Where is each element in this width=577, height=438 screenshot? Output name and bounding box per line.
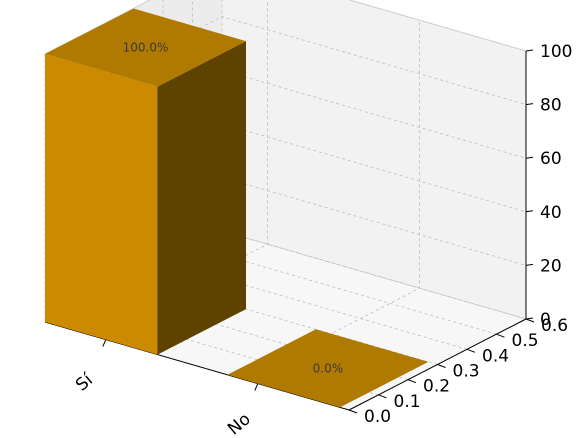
back-pane [222, 0, 526, 319]
z-tick-mark-0 [525, 317, 534, 320]
z-tick-label-0: 0 [540, 310, 551, 330]
bar-0-side-face [157, 41, 246, 355]
x-tick-label-0: Sí [72, 369, 98, 395]
bar-0-front-face [45, 54, 158, 355]
data-label-0: 100.0% [123, 41, 169, 55]
y-tick-mark-1 [378, 394, 387, 399]
x-tick-mark-0 [102, 339, 107, 347]
x-tick-mark-1 [254, 383, 259, 391]
y-tick-mark-3 [437, 364, 446, 368]
z-tick-mark-2 [525, 210, 534, 213]
z-tick-mark-5 [525, 49, 534, 52]
bar-0 [45, 8, 246, 355]
bars [45, 8, 429, 408]
z-tick-mark-4 [525, 103, 534, 106]
data-labels: 0.0% 100.0% [123, 41, 344, 376]
z-tick-label-3: 60 [540, 149, 562, 169]
z-tick-label-1: 20 [540, 256, 562, 276]
y-tick-label-4: 0.4 [482, 346, 509, 366]
bar-0-top-face [45, 8, 246, 87]
z-tick-label-5: 100 [540, 42, 572, 62]
x-tick-label-1: No [224, 409, 255, 438]
y-tick-mark-6 [525, 318, 535, 323]
y-tick-label-2: 0.2 [423, 377, 450, 397]
data-label-1: 0.0% [313, 361, 344, 375]
bar-1 [227, 329, 429, 408]
y-tick-label-0: 0.0 [364, 407, 391, 427]
y-tick-label-1: 0.1 [394, 392, 421, 412]
z-tick-label-2: 40 [540, 203, 562, 223]
y-tick-mark-5 [496, 333, 505, 338]
y-tick-label-6: 0.6 [541, 316, 568, 336]
y-tick-mark-0 [348, 409, 358, 414]
tick-labels: 0 20 40 60 80 100 0.00.10.20.30.40.50.6 Sí No [72, 42, 572, 438]
y-tick-label-3: 0.3 [453, 362, 480, 382]
z-tick-mark-1 [525, 263, 534, 266]
y-tick-mark-4 [466, 348, 476, 353]
z-tick-mark-3 [525, 156, 534, 159]
bar-1-top-face [227, 329, 429, 408]
y-tick-label-5: 0.5 [512, 331, 539, 351]
y-tick-mark-2 [407, 379, 417, 384]
z-tick-label-4: 80 [540, 96, 562, 116]
